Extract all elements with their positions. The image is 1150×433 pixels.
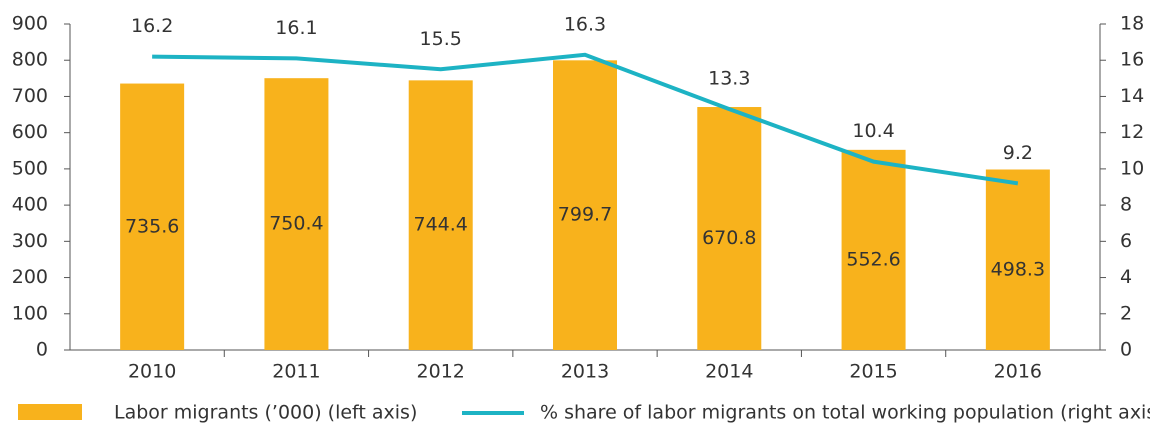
x-tick-label: 2010: [128, 361, 176, 383]
y-tick-label: 100: [12, 302, 48, 324]
bar-label: 735.6: [125, 215, 179, 237]
line-label: 16.2: [131, 15, 173, 37]
y2-tick-label: 12: [1120, 121, 1144, 143]
y-tick-label: 500: [12, 157, 48, 179]
bar: [841, 149, 906, 350]
line-label: 9.2: [1003, 142, 1033, 164]
y2-tick-label: 2: [1120, 302, 1132, 324]
line-label: 10.4: [852, 120, 894, 142]
legend-label: Labor migrants (’000) (left axis): [114, 402, 417, 424]
y2-tick-label: 10: [1120, 157, 1144, 179]
y2-tick-label: 14: [1120, 85, 1144, 107]
y-tick-label: 600: [12, 121, 48, 143]
bar-label: 552.6: [846, 248, 900, 270]
bar-label: 750.4: [269, 213, 323, 235]
y2-tick-label: 4: [1120, 266, 1132, 288]
bar: [553, 60, 617, 350]
line-label: 13.3: [708, 68, 750, 90]
y-tick-label: 400: [12, 194, 48, 216]
y2-tick-label: 6: [1120, 230, 1132, 252]
x-tick-label: 2015: [849, 361, 897, 383]
line-label: 16.1: [275, 17, 317, 39]
bar: [408, 80, 473, 350]
line-label: 16.3: [564, 13, 606, 35]
bar-label: 744.4: [414, 214, 468, 236]
bar-label: 498.3: [991, 258, 1045, 280]
x-tick-label: 2013: [561, 361, 609, 383]
bar: [697, 107, 762, 350]
y-tick-label: 700: [12, 85, 48, 107]
y2-tick-label: 8: [1120, 194, 1132, 216]
bar: [120, 83, 185, 351]
line: [152, 52, 1019, 186]
y-tick-label: 0: [36, 339, 48, 361]
legend-label: % share of labor migrants on total worki…: [540, 402, 1150, 424]
y2-tick-label: 18: [1120, 13, 1144, 35]
bar: [264, 78, 329, 350]
bar-label: 670.8: [702, 227, 756, 249]
x-tick-label: 2016: [994, 361, 1042, 383]
y-tick-label: 800: [12, 49, 48, 71]
x-tick-label: 2012: [417, 361, 465, 383]
bar: [985, 169, 1050, 350]
line-label: 15.5: [420, 28, 462, 50]
x-tick-label: 2014: [705, 361, 753, 383]
y2-tick-label: 16: [1120, 49, 1144, 71]
y-tick-label: 300: [12, 230, 48, 252]
legend-swatch: [18, 404, 82, 420]
y-tick-label: 200: [12, 266, 48, 288]
x-tick-label: 2011: [272, 361, 320, 383]
y-tick-label: 900: [12, 13, 48, 35]
y2-tick-label: 0: [1120, 339, 1132, 361]
bar-label: 799.7: [558, 204, 612, 226]
